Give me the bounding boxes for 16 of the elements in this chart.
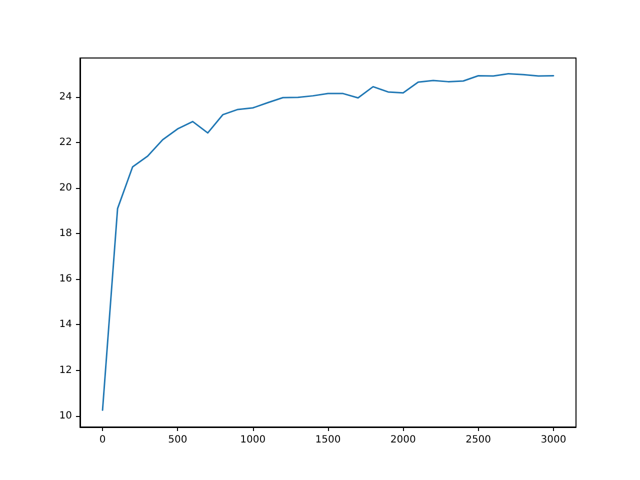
- x-tick-label: 3000: [540, 434, 566, 446]
- y-tick-label: 24: [59, 91, 72, 102]
- x-tick-label: 1000: [240, 434, 266, 446]
- y-tick-label: 10: [59, 410, 72, 422]
- y-tick-label: 16: [59, 274, 72, 285]
- x-tick-label: 1500: [315, 434, 341, 446]
- x-tick-label: 2500: [466, 434, 492, 446]
- y-tick-label: 20: [59, 182, 72, 194]
- y-tick-label: 18: [59, 228, 72, 240]
- y-tick-label: 14: [59, 319, 72, 330]
- x-tick-label: 500: [168, 434, 188, 446]
- x-tick-label: 0: [99, 434, 106, 446]
- y-tick-label: 22: [59, 137, 72, 148]
- x-tick-label: 2000: [390, 434, 416, 446]
- y-tick-label: 12: [59, 364, 72, 376]
- line-series: [102, 72, 554, 411]
